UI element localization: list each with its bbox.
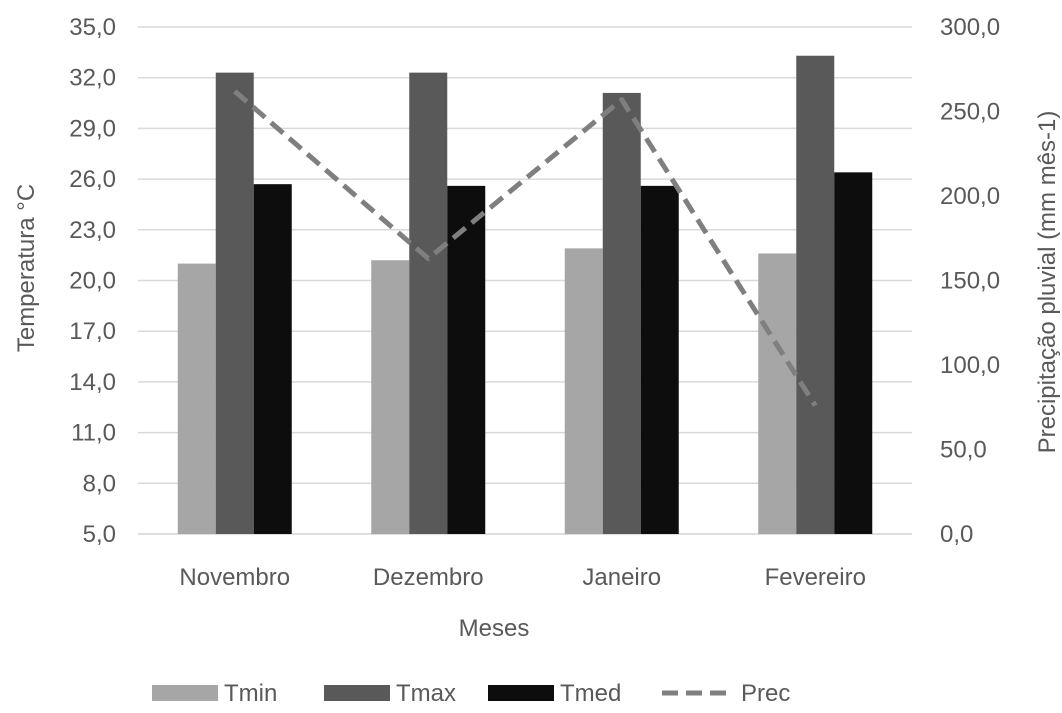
legend-swatch-tmed bbox=[488, 685, 554, 701]
bar-tmin-2 bbox=[564, 248, 603, 534]
bar-tmax-0 bbox=[215, 72, 254, 534]
precipitation-line bbox=[233, 89, 818, 407]
legend-label-prec: Prec bbox=[741, 680, 790, 707]
line-prec bbox=[233, 89, 818, 407]
legend-swatch-tmin bbox=[152, 685, 218, 701]
y2-tick-label-4: 200,0 bbox=[940, 183, 1000, 210]
y2-tick-label-3: 150,0 bbox=[940, 268, 1000, 295]
y2-tick-label-2: 100,0 bbox=[940, 352, 1000, 379]
legend-label-tmin: Tmin bbox=[224, 680, 277, 707]
y-tick-label-2: 11,0 bbox=[71, 420, 116, 447]
y-tick-label-8: 29,0 bbox=[69, 115, 116, 142]
bar-tmed-1 bbox=[447, 185, 486, 535]
legend-label-tmax: Tmax bbox=[396, 680, 456, 707]
x-tick-label-3: Fevereiro bbox=[765, 564, 866, 591]
legend: Tmin Tmax Tmed Prec bbox=[152, 680, 790, 707]
y-tick-label-4: 17,0 bbox=[69, 318, 116, 345]
x-axis-title: Meses bbox=[459, 615, 530, 642]
bar-tmin-1 bbox=[371, 260, 410, 534]
x-axis-ticks: Novembro Dezembro Janeiro Fevereiro bbox=[179, 564, 866, 591]
y2-tick-label-0: 0,0 bbox=[940, 521, 973, 548]
x-tick-label-0: Novembro bbox=[179, 564, 290, 591]
x-tick-label-2: Janeiro bbox=[582, 564, 661, 591]
legend-swatch-tmax bbox=[324, 685, 390, 701]
bar-tmed-0 bbox=[253, 184, 292, 535]
bar-tmax-3 bbox=[796, 55, 835, 534]
y-tick-label-9: 32,0 bbox=[69, 65, 116, 92]
y-axis-title: Temperatura °C bbox=[13, 184, 40, 352]
y-tick-label-1: 8,0 bbox=[83, 470, 116, 497]
y-tick-label-10: 35,0 bbox=[69, 14, 116, 41]
bar-tmin-3 bbox=[758, 253, 797, 534]
y-tick-label-0: 5,0 bbox=[83, 521, 116, 548]
y-tick-label-7: 26,0 bbox=[69, 166, 116, 193]
y2-tick-label-5: 250,0 bbox=[940, 99, 1000, 126]
bar-tmed-2 bbox=[640, 185, 679, 535]
legend-label-tmed: Tmed bbox=[560, 680, 621, 707]
bar-tmed-3 bbox=[834, 172, 873, 534]
y-axis-ticks: 5,0 8,0 11,0 14,0 17,0 20,0 23,0 26,0 29,0 32,0 35… bbox=[69, 14, 116, 548]
bar-tmax-1 bbox=[409, 72, 448, 534]
y-tick-label-3: 14,0 bbox=[69, 369, 116, 396]
bar-tmax-2 bbox=[602, 92, 641, 534]
bar-tmin-0 bbox=[177, 263, 216, 534]
y2-tick-label-6: 300,0 bbox=[940, 14, 1000, 41]
y2-axis-title: Precipitação pluvial (mm mês-1) bbox=[1034, 111, 1061, 454]
y2-axis-ticks: 0,0 50,0 100,0 150,0 200,0 250,0 300,0 bbox=[940, 14, 1000, 548]
y-tick-label-5: 20,0 bbox=[69, 268, 116, 295]
bars bbox=[177, 55, 873, 535]
x-tick-label-1: Dezembro bbox=[373, 564, 484, 591]
y-tick-label-6: 23,0 bbox=[69, 217, 116, 244]
y2-tick-label-1: 50,0 bbox=[940, 437, 987, 464]
